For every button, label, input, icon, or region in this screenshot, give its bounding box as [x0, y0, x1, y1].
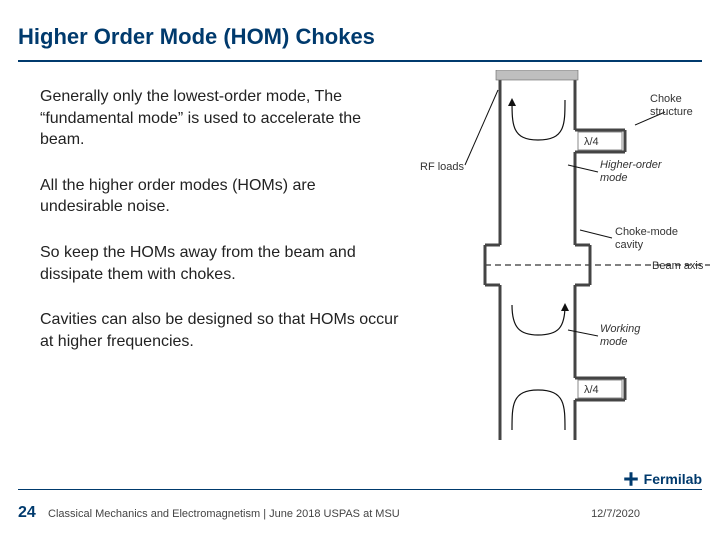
footer-date: 12/7/2020 — [591, 508, 640, 520]
arrowhead — [508, 98, 516, 106]
paragraph-1: Generally only the lowest-order mode, Th… — [40, 86, 400, 151]
label-hom-l2: mode — [600, 172, 628, 184]
leader-hom — [568, 165, 598, 172]
title-underline — [18, 60, 702, 62]
hom-field-line-lower — [512, 390, 565, 430]
leader-working — [568, 330, 598, 336]
slide-title: Higher Order Mode (HOM) Chokes — [18, 24, 375, 50]
label-working-l1: Working — [600, 323, 641, 335]
footer-text: Classical Mechanics and Electromagnetism… — [48, 508, 400, 520]
slide: Higher Order Mode (HOM) Chokes Generally… — [0, 0, 720, 540]
page-number: 24 — [18, 504, 36, 522]
lambda-label-upper: λ/4 — [584, 136, 599, 148]
fermilab-logo: Fermilab — [622, 470, 702, 488]
label-rf-loads: RF loads — [420, 161, 465, 173]
label-choke-structure-l2: structure — [650, 106, 693, 118]
label-working-l2: mode — [600, 336, 628, 348]
body-text: Generally only the lowest-order mode, Th… — [40, 86, 400, 376]
leader-cavity — [580, 230, 612, 238]
label-choke-structure-l1: Choke — [650, 93, 682, 105]
rf-load-top — [496, 70, 578, 80]
paragraph-3: So keep the HOMs away from the beam and … — [40, 242, 400, 285]
lambda-label-lower: λ/4 — [584, 384, 599, 396]
leader-rf-loads — [465, 90, 498, 165]
fermilab-icon — [622, 470, 640, 488]
paragraph-2: All the higher order modes (HOMs) are un… — [40, 175, 400, 218]
hom-field-line — [512, 100, 565, 140]
footer-rule — [18, 489, 702, 490]
paragraph-4: Cavities can also be designed so that HO… — [40, 309, 400, 352]
hom-choke-diagram: λ/4 λ/4 RF loads Choke — [420, 70, 710, 440]
label-hom-l1: Higher-order — [600, 159, 663, 171]
arrowhead — [561, 303, 569, 311]
logo-text: Fermilab — [644, 471, 702, 487]
label-choke-mode-l2: cavity — [615, 239, 644, 251]
working-mode-field-line — [512, 305, 565, 335]
label-beam-axis: Beam axis — [652, 260, 704, 272]
label-choke-mode-l1: Choke-mode — [615, 226, 678, 238]
